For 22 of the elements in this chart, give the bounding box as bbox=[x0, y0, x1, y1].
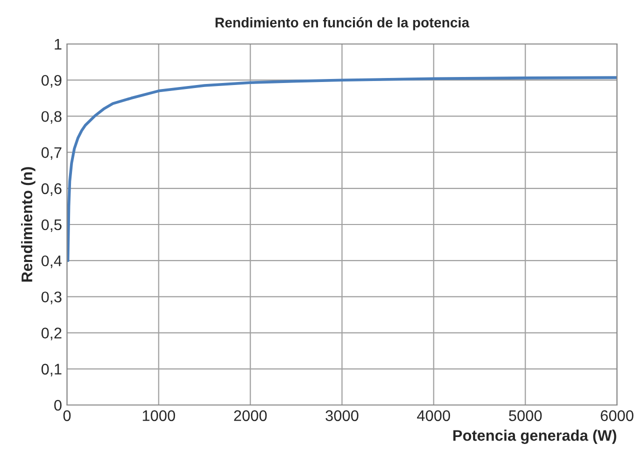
y-tick-label: 0,6 bbox=[42, 183, 62, 196]
x-tick-label: 4000 bbox=[417, 410, 450, 422]
y-axis-title: Rendimiento (n) bbox=[21, 167, 36, 282]
x-tick-label: 1000 bbox=[142, 410, 176, 422]
y-tick-label: 0,3 bbox=[42, 292, 62, 304]
line-series bbox=[67, 76, 617, 262]
x-tick-label: 0 bbox=[63, 410, 71, 422]
y-tick-label: 1 bbox=[54, 39, 62, 50]
y-tick-label: 0,1 bbox=[42, 364, 62, 376]
y-tick-label: 0,9 bbox=[42, 74, 62, 88]
x-tick-label: 5000 bbox=[508, 410, 542, 422]
x-axis-title: Potencia generada (W) bbox=[453, 430, 616, 444]
y-tick-label: 0,5 bbox=[42, 219, 62, 232]
chart-title: Rendimiento en función de la potencia bbox=[216, 17, 470, 30]
x-tick-label: 6000 bbox=[600, 410, 634, 422]
x-tick-label: 3000 bbox=[326, 410, 358, 422]
y-tick-label: 0,8 bbox=[42, 111, 62, 124]
y-tick-label: 0,2 bbox=[42, 328, 62, 340]
y-tick-label: 0,4 bbox=[42, 255, 62, 268]
y-tick-label: 0 bbox=[54, 400, 62, 411]
x-tick-label: 2000 bbox=[234, 410, 267, 422]
y-tick-label: 0,7 bbox=[42, 147, 62, 160]
